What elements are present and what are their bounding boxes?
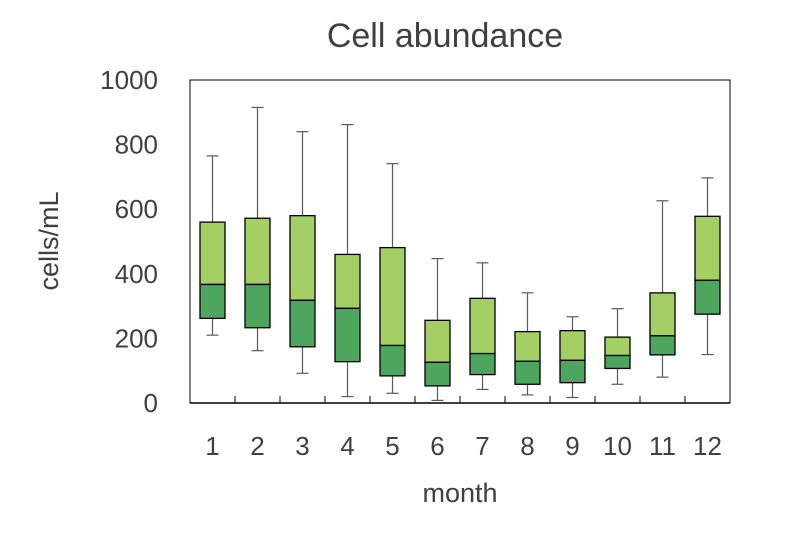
box-lower-quartile [334,307,361,363]
y-tick-label: 200 [115,323,158,353]
box-upper-quartile [514,330,541,362]
box-upper-quartile [559,329,586,362]
y-tick-label: 600 [115,194,158,224]
y-tick-label: 0 [144,388,158,418]
box-upper-quartile [379,246,406,347]
x-tick-label: 7 [475,431,489,461]
box-lower-quartile [604,354,631,370]
box-lower-quartile [469,352,496,376]
x-tick-label: 3 [295,431,309,461]
chart-title: Cell abundance [327,17,563,55]
box-lower-quartile [199,283,226,320]
x-tick-label: 5 [385,431,399,461]
y-tick-label: 1000 [100,65,158,95]
box-lower-quartile [694,279,721,315]
y-tick-label: 400 [115,259,158,289]
box-upper-quartile [244,217,271,286]
box-lower-quartile [289,299,316,348]
y-tick-label: 800 [115,130,158,160]
x-tick-label: 2 [250,431,264,461]
x-tick-label: 6 [430,431,444,461]
box-lower-quartile [424,361,451,387]
box-upper-quartile [199,221,226,286]
box-upper-quartile [424,319,451,363]
x-tick-label: 10 [603,431,632,461]
box-lower-quartile [649,335,676,356]
box-lower-quartile [514,360,541,385]
x-tick-label: 12 [693,431,722,461]
box-upper-quartile [604,336,631,357]
box-upper-quartile [694,215,721,281]
x-axis-title: month [422,478,497,508]
box-upper-quartile [289,215,316,301]
x-tick-label: 11 [649,431,676,461]
y-axis-title: cells/mL [34,191,64,290]
box-lower-quartile [244,283,271,329]
box-upper-quartile [649,292,676,337]
plot-frame [189,79,731,404]
x-tick-label: 9 [565,431,579,461]
box-lower-quartile [559,359,586,384]
x-tick-label: 1 [205,431,219,461]
box-upper-quartile [469,297,496,355]
box-lower-quartile [379,344,406,377]
x-tick-label: 8 [520,431,534,461]
x-tick-label: 4 [340,431,354,461]
box-upper-quartile [334,253,361,310]
